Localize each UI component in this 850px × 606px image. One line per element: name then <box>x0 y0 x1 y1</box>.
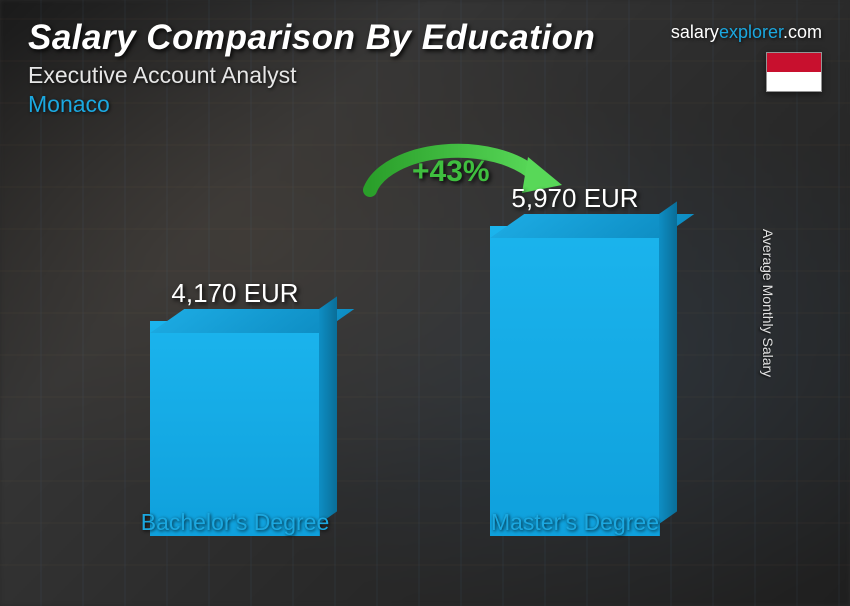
bar-category-label: Master's Degree <box>445 509 705 536</box>
bar-value-label: 5,970 EUR <box>490 183 660 214</box>
bar-front-face <box>150 321 320 536</box>
bar-side-face <box>659 201 677 524</box>
bar-side-face <box>319 296 337 524</box>
brand-suffix: .com <box>783 22 822 42</box>
brand-prefix: salary <box>671 22 719 42</box>
country-flag-icon <box>766 52 822 92</box>
flag-bottom-stripe <box>767 72 821 91</box>
brand-logo: salaryexplorer.com <box>671 22 822 43</box>
bar-3d <box>490 226 660 536</box>
bar-bachelors: 4,170 EUR Bachelor's Degree <box>150 278 320 536</box>
bar-value-label: 4,170 EUR <box>150 278 320 309</box>
bar-front-face <box>490 226 660 536</box>
brand-accent: explorer <box>719 22 783 42</box>
bar-3d <box>150 321 320 536</box>
flag-top-stripe <box>767 53 821 72</box>
bar-category-label: Bachelor's Degree <box>105 509 365 536</box>
job-title: Executive Account Analyst <box>28 62 822 89</box>
chart-area: 4,170 EUR Bachelor's Degree 5,970 EUR Ma… <box>60 170 770 576</box>
location-label: Monaco <box>28 91 822 118</box>
infographic-container: Salary Comparison By Education Executive… <box>0 0 850 606</box>
bar-masters: 5,970 EUR Master's Degree <box>490 183 660 536</box>
